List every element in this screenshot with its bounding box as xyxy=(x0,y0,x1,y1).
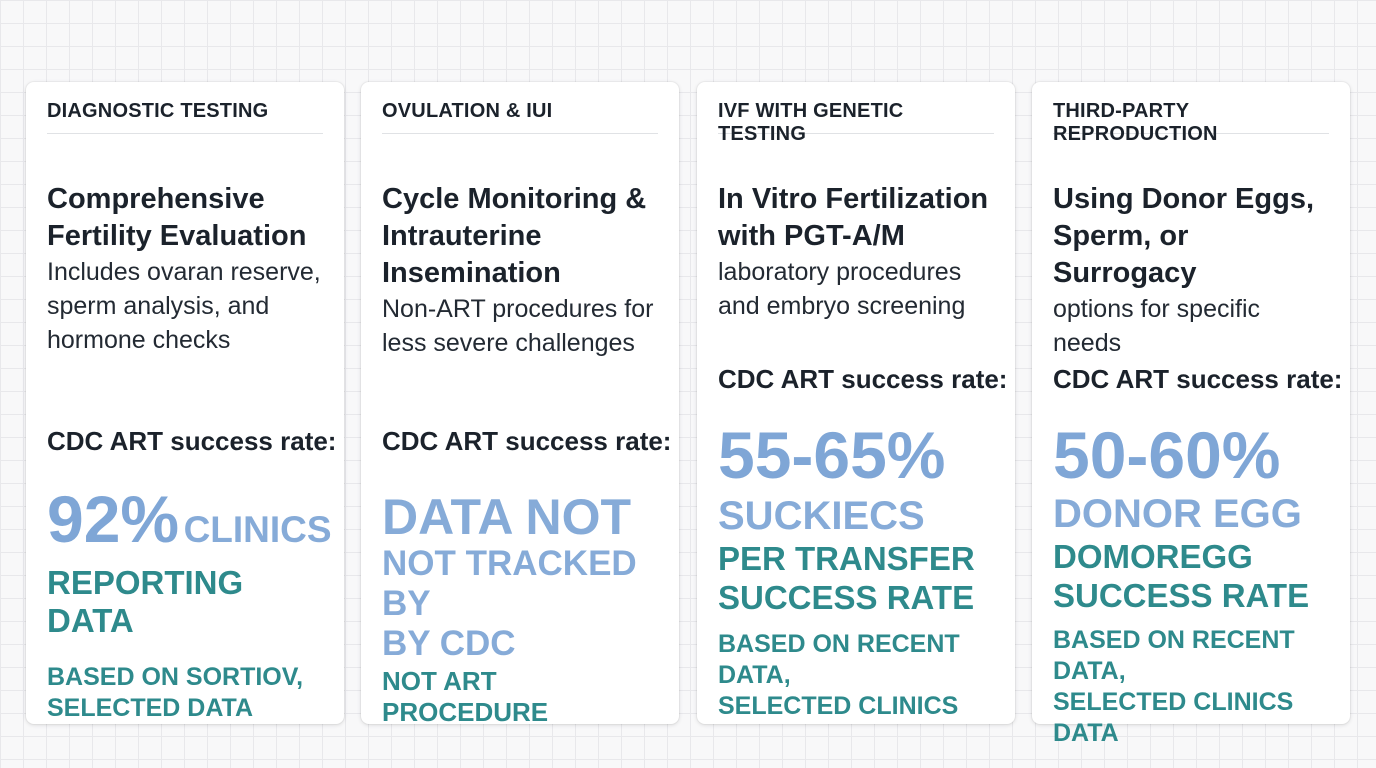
rate-detail: DONOR EGG xyxy=(1053,492,1302,536)
rate-suffix: CLINICS xyxy=(183,509,332,550)
card-title: Cycle Monitoring & Intrauterine Insemina… xyxy=(382,183,647,289)
card-description: options for specific needs xyxy=(1053,295,1261,357)
card-header: OVULATION & IUI xyxy=(382,100,553,122)
rate-stats: DATA NOT NOT TRACKED BY BY CDC NOT ART P… xyxy=(382,492,669,728)
rate-detail: SUCKIECS xyxy=(718,494,925,538)
rate-note: BASED ON SORTIOV, SELECTED DATA xyxy=(47,663,304,722)
rate-stats: 92% CLINICS REPORTING DATA BASED ON SORT… xyxy=(47,486,334,724)
card-header: DIAGNOSTIC TESTING xyxy=(47,100,269,122)
card-description: Includes ovaran reserve, sperm analysis,… xyxy=(47,258,321,354)
rate-type: DOMOREGG SUCCESS RATE xyxy=(1053,538,1310,614)
card-title: Using Donor Eggs, Sperm, or Surrogacy xyxy=(1053,183,1314,289)
card-title: Comprehensive Fertility Evaluation xyxy=(47,183,307,252)
rate-label: CDC ART success rate: xyxy=(47,426,337,456)
divider xyxy=(47,133,323,134)
rate-note: BASED ON RECENT DATA, SELECTED CLINICS xyxy=(718,630,960,720)
card-ovulation-iui: OVULATION & IUI Cycle Monitoring & Intra… xyxy=(361,82,679,727)
divider xyxy=(1053,133,1329,134)
rate-note: BASED ON RECENT DATA, SELECTED CLINICS D… xyxy=(1053,626,1295,747)
rate-label: CDC ART success rate: xyxy=(382,426,672,456)
rate-value: DATA NOT xyxy=(382,489,632,545)
card-title: In Vitro Fertilization with PGT-A/M xyxy=(718,183,989,252)
rate-value: 92% xyxy=(47,482,180,556)
rate-stats: 55-65% SUCKIECS PER TRANSFER SUCCESS RAT… xyxy=(718,422,1005,722)
card-diagnostic-testing: DIAGNOSTIC TESTING Comprehensive Fertili… xyxy=(26,82,344,724)
rate-detail: REPORTING DATA xyxy=(47,564,244,639)
card-ivf-genetic-testing: IVF WITH GENETIC TESTING In Vitro Fertil… xyxy=(697,82,1015,724)
rate-value: 50-60% xyxy=(1053,418,1281,492)
rate-detail: NOT TRACKED BY BY CDC xyxy=(382,544,637,663)
card-third-party-reproduction: THIRD-PARTY REPRODUCTION Using Donor Egg… xyxy=(1032,82,1350,747)
card-header: THIRD-PARTY REPRODUCTION xyxy=(1053,100,1218,145)
card-description: Non-ART procedures for less severe chall… xyxy=(382,295,654,357)
rate-type: PER TRANSFER SUCCESS RATE xyxy=(718,540,975,616)
rate-label: CDC ART success rate: xyxy=(718,364,1008,394)
card-description: laboratory procedures and embryo screeni… xyxy=(718,258,966,320)
rate-note: NOT ART PROCEDURE xyxy=(382,666,549,727)
rate-value: 55-65% xyxy=(718,418,946,492)
divider xyxy=(382,133,658,134)
rate-label: CDC ART success rate: xyxy=(1053,364,1343,394)
card-header: IVF WITH GENETIC TESTING xyxy=(718,100,904,145)
divider xyxy=(718,133,994,134)
rate-stats: 50-60% DONOR EGG DOMOREGG SUCCESS RATE B… xyxy=(1053,422,1340,749)
